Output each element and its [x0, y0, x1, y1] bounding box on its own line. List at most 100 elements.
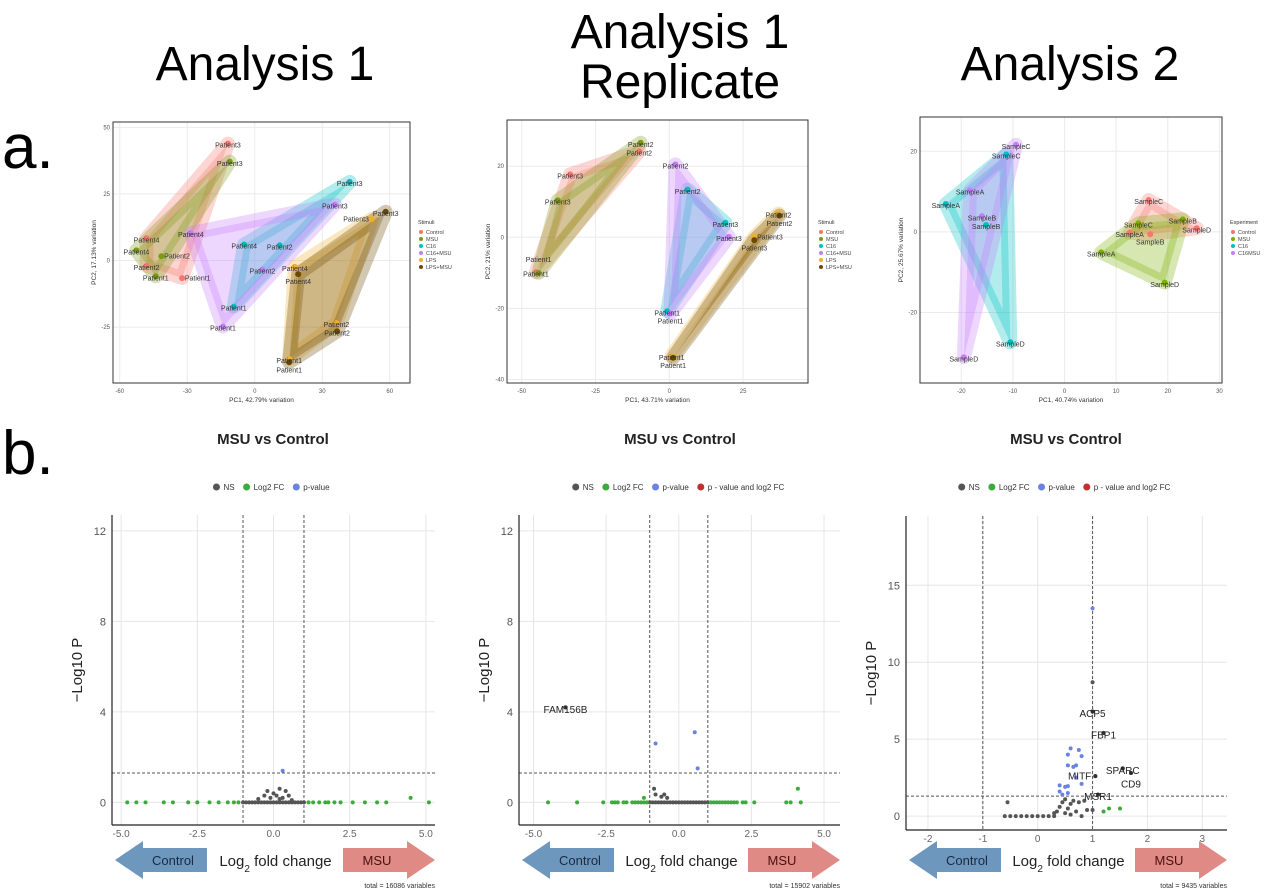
volcano-point-ns: [250, 800, 255, 805]
data-point: [684, 186, 691, 193]
plot-border: [919, 116, 1223, 384]
legend-label: C16MSU: [1238, 251, 1260, 257]
y-tick-label: 8: [100, 616, 106, 628]
x-tick-label: 10: [1113, 389, 1120, 395]
pca-plot-2: -50 -25 0 25-40-20020Patient2Patient2Patien…: [485, 119, 852, 404]
volcano-point-ns: [1052, 811, 1057, 816]
volcano-point-log2-fc: [717, 800, 722, 805]
legend-label: C16: [1238, 244, 1248, 250]
legend-swatch: [819, 265, 823, 269]
control-arrow-icon: [522, 841, 614, 879]
volcano-point-ns: [262, 800, 267, 805]
volcano-point-ns: [286, 800, 291, 805]
data-point: [967, 187, 974, 194]
y-tick-label: 4: [507, 707, 513, 719]
volcano-point-ns: [1035, 814, 1040, 819]
legend-swatch: [819, 258, 823, 262]
msu-arrow-label: MSU: [363, 853, 392, 868]
legend-title: Stimuli: [818, 220, 835, 226]
data-point: [259, 266, 266, 273]
volcano-point-ns: [702, 800, 707, 805]
x-axis-label: PC1, 40.74% variation: [1039, 397, 1104, 404]
y-tick-label: 15: [888, 580, 900, 592]
point-label: SampleA: [956, 190, 985, 197]
volcano-point-p-value: [1068, 746, 1073, 751]
legend-swatch: [1231, 237, 1235, 241]
x-axis-label-main: Log: [625, 853, 650, 870]
volcano-point-log2-fc: [384, 800, 389, 805]
volcano-point-p-value: [1074, 775, 1079, 780]
volcano-point-log2-fc: [375, 800, 380, 805]
y-axis-label: PC2, 25.67% variation: [898, 217, 905, 282]
point-label: Patient2: [134, 265, 160, 272]
point-label: SampleA: [1115, 232, 1144, 239]
legend-label: MSU: [826, 237, 838, 243]
volcano-point-log2-fc: [641, 795, 646, 800]
data-point: [567, 171, 574, 178]
volcano-point-ns: [659, 794, 664, 799]
volcano-point-ns: [1076, 800, 1081, 805]
data-point: [133, 247, 140, 254]
legend-swatch: [292, 483, 300, 491]
volcano-point-log2-fc: [143, 800, 148, 805]
point-label: Patient2: [164, 254, 190, 261]
volcano-point-log2-fc: [326, 800, 331, 805]
volcano-point-log2-fc: [641, 800, 646, 805]
point-label: Patient3: [217, 161, 243, 168]
volcano-point-ns: [274, 793, 279, 798]
x-tick-label: 30: [1216, 389, 1223, 395]
gene-label: MSR1: [1084, 792, 1112, 803]
volcano-point-log2-fc: [170, 800, 175, 805]
x-tick-label: 20: [1164, 389, 1171, 395]
data-point: [776, 212, 783, 219]
point-label: Patient2: [626, 150, 652, 157]
volcano-point-p-value: [1057, 783, 1062, 788]
data-point: [942, 201, 949, 208]
legend-swatch: [988, 483, 996, 491]
point-label: Patient1: [143, 275, 169, 282]
data-point: [1147, 231, 1154, 238]
control-arrow-label: Control: [946, 853, 988, 868]
x-tick-label: -2.5: [189, 829, 207, 840]
plot-title: MSU vs Control: [1010, 431, 1122, 448]
volcano-point-log2-fc: [639, 800, 644, 805]
x-tick-label: 2: [1145, 834, 1151, 845]
x-tick-label: -5.0: [525, 829, 543, 840]
legend-label: p-value: [663, 483, 690, 492]
point-label: Patient1: [185, 276, 211, 283]
legend-label: NS: [969, 483, 980, 492]
legend-label: p-value: [303, 483, 330, 492]
volcano-point-log2-fc: [306, 800, 311, 805]
volcano-point-ns: [280, 795, 285, 800]
point-label: SampleD: [1182, 227, 1211, 234]
volcano-point-log2-fc: [784, 800, 789, 805]
volcano-point-ns: [685, 800, 690, 805]
data-point: [1098, 249, 1105, 256]
x-tick-label: -5.0: [113, 829, 131, 840]
x-tick-label: 0: [668, 389, 672, 395]
labelled-gene-point: [1128, 771, 1133, 776]
volcano-point-log2-fc: [1118, 806, 1122, 811]
total-variables-caption: total = 15902 variables: [769, 883, 840, 890]
volcano-point-ns: [659, 800, 664, 805]
control-arrow-label: Control: [152, 853, 194, 868]
volcano-point-p-value: [1065, 752, 1070, 757]
volcano-legend: NS Log2 FC p-value: [212, 483, 330, 492]
x-tick-label: -60: [115, 389, 124, 395]
volcano-point-ns: [259, 800, 264, 805]
volcano-point-log2-fc: [231, 800, 236, 805]
volcano-point-ns: [694, 800, 699, 805]
volcano-point-log2-fc: [615, 800, 620, 805]
y-axis-label: PC2, 21% variation: [485, 223, 492, 279]
volcano-point-log2-fc: [236, 800, 241, 805]
plot-background: [920, 117, 1222, 383]
data-point: [276, 242, 283, 249]
volcano-point-ns: [277, 800, 282, 805]
point-label: SampleD: [949, 356, 978, 363]
volcano-point-ns: [1057, 804, 1062, 809]
volcano-point-ns: [247, 800, 252, 805]
point-label: Patient2: [663, 164, 689, 171]
gene-label: ACP5: [1080, 709, 1107, 720]
legend-label: MSU: [426, 237, 438, 243]
